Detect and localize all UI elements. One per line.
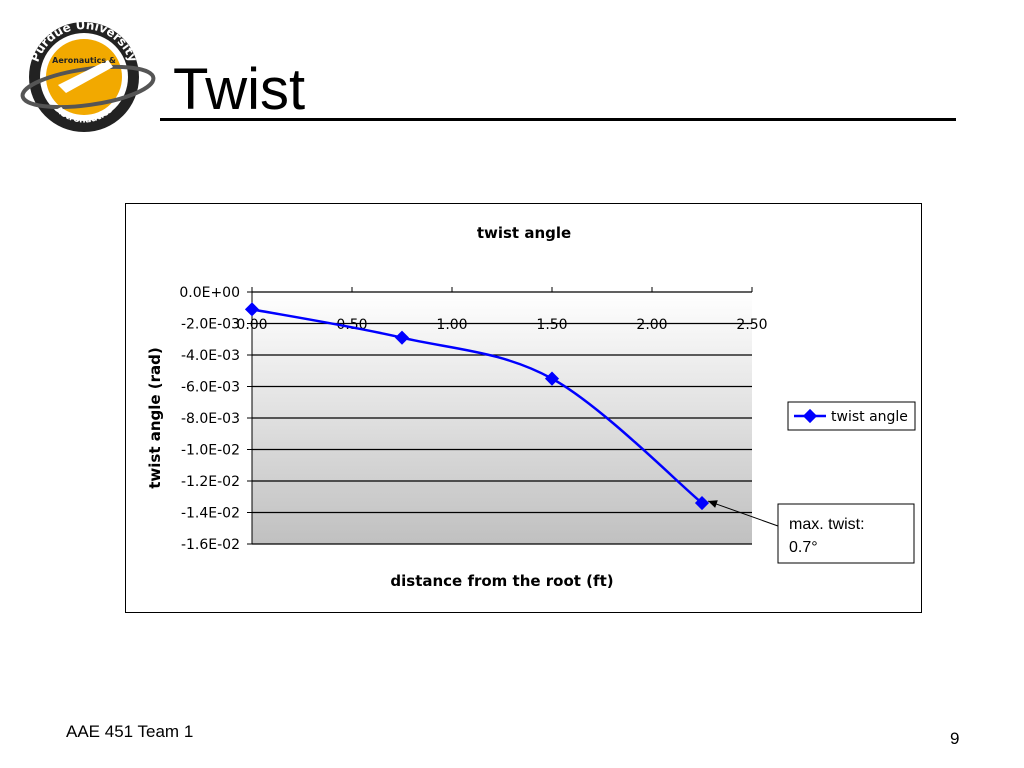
title-underline (160, 118, 956, 121)
annotation: max. twist: 0.7° (707, 500, 915, 564)
annotation-arrowhead-icon (708, 500, 718, 508)
logo-middle-text: Aeronautics & (52, 56, 116, 65)
legend-marker-icon (802, 408, 818, 424)
y-axis-label: twist angle (rad) (146, 347, 164, 489)
data-point-marker (694, 495, 710, 511)
slide-title: Twist (173, 57, 306, 122)
y-tick-label: -4.0E-03 (181, 348, 240, 364)
data-point-marker (544, 371, 560, 386)
y-tick-label: -2.0E-03 (181, 317, 240, 333)
y-tick-label: -6.0E-03 (181, 380, 240, 396)
x-tick-label: 1.00 (436, 317, 467, 333)
annotation-text-line1: max. twist: (789, 516, 865, 533)
purdue-aae-logo: Purdue University Aeronautics & Astronau… (20, 18, 156, 132)
y-tick-label: -8.0E-03 (181, 411, 240, 427)
annotation-text-line2: 0.7° (789, 539, 818, 556)
twist-angle-chart: 0.00 0.50 1.00 1.50 2.00 2.50 0.0E+00-2.0E-03… (146, 224, 916, 590)
y-tick-label: -1.4E-02 (181, 506, 240, 522)
logo-orbit (20, 64, 156, 110)
series-line (251, 308, 703, 505)
annotation-arrow (707, 500, 779, 527)
chart-title: twist angle (477, 224, 571, 242)
x-axis-label: distance from the root (ft) (390, 572, 613, 590)
y-tick-label: -1.2E-02 (181, 474, 240, 490)
data-point-marker (394, 330, 410, 345)
x-tick-label: 2.50 (736, 317, 767, 333)
legend-label: twist angle (831, 409, 908, 425)
x-tick-label: 1.50 (536, 317, 567, 333)
x-tick-label: 2.00 (636, 317, 667, 333)
y-tick-label: 0.0E+00 (179, 285, 240, 301)
annotation-box (777, 503, 915, 564)
logo-swoosh (58, 60, 113, 93)
chart-frame: 0.00 0.50 1.00 1.50 2.00 2.50 0.0E+00 -2.0E-03… (125, 203, 922, 613)
page-number: 9 (950, 729, 960, 748)
y-tick-label: -1.0E-02 (181, 443, 240, 459)
y-tick-label: -1.6E-02 (181, 537, 240, 553)
legend: twist angle (787, 401, 916, 431)
footer-team: AAE 451 Team 1 (66, 722, 194, 741)
